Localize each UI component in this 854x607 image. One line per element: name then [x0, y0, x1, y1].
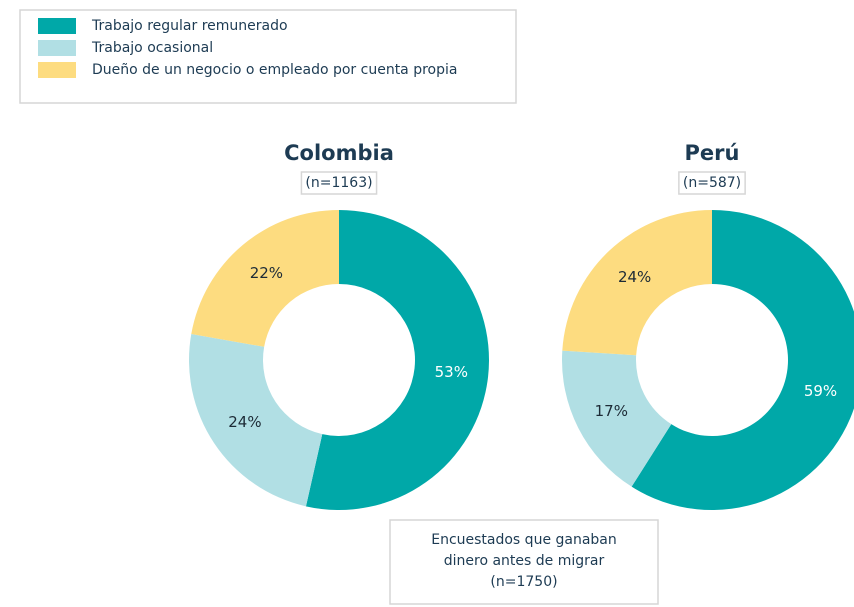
chart-subtitle: (n=1163): [305, 175, 372, 191]
pie-slice: [188, 333, 323, 507]
chart-title: Perú: [685, 141, 740, 165]
data-label: 22%: [250, 264, 283, 282]
pie-slice: [191, 210, 339, 347]
pie-slice: [562, 350, 672, 487]
legend-box: [19, 9, 517, 104]
legend-label: Trabajo regular remunerado: [91, 18, 288, 34]
note-line: dinero antes de migrar: [444, 553, 605, 569]
data-label: 24%: [618, 268, 651, 286]
note-box: [389, 519, 659, 605]
legend-swatch: [38, 40, 76, 56]
pie-slice: [631, 210, 854, 510]
data-label: 17%: [595, 402, 628, 420]
legend-swatch: [38, 62, 76, 78]
data-label: 59%: [804, 382, 837, 400]
legend-label: Trabajo ocasional: [91, 40, 213, 56]
subtitle-box: [300, 171, 378, 195]
pie-slice: [562, 210, 712, 356]
chart-subtitle: (n=587): [683, 175, 741, 191]
legend-label: Dueño de un negocio o empleado por cuent…: [92, 62, 457, 78]
data-label: 24%: [228, 413, 261, 431]
legend-swatch: [38, 18, 76, 34]
note-line: Encuestados que ganaban: [431, 532, 617, 548]
chart-title: Colombia: [284, 141, 394, 165]
subtitle-box: [678, 171, 746, 195]
data-label: 53%: [435, 363, 468, 381]
pie-slice: [305, 210, 489, 510]
note-line: (n=1750): [490, 574, 557, 590]
